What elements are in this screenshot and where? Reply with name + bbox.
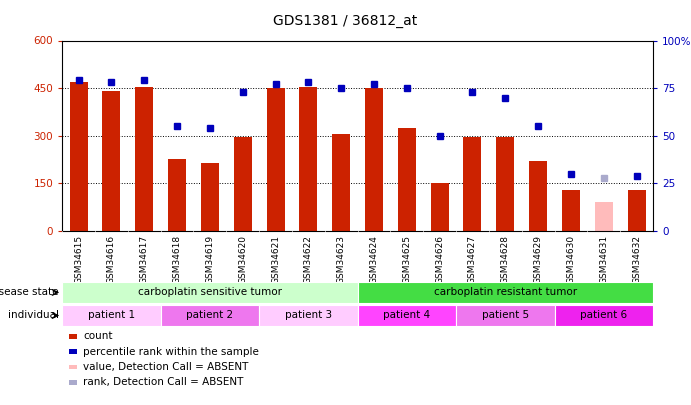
Text: carboplatin resistant tumor: carboplatin resistant tumor [434,288,577,297]
Text: carboplatin sensitive tumor: carboplatin sensitive tumor [138,288,282,297]
Bar [70,82,88,231]
Bar [464,137,482,231]
Bar [168,160,186,231]
Text: individual: individual [8,311,59,320]
Text: rank, Detection Call = ABSENT: rank, Detection Call = ABSENT [83,377,243,387]
Text: GDS1381 / 36812_at: GDS1381 / 36812_at [274,14,417,28]
Text: percentile rank within the sample: percentile rank within the sample [83,347,259,356]
Bar [496,137,514,231]
Text: GSM34615: GSM34615 [74,235,83,284]
Bar [201,163,219,231]
Bar [358,282,653,303]
Text: patient 3: patient 3 [285,311,332,320]
Text: GSM34627: GSM34627 [468,235,477,284]
Text: GSM34618: GSM34618 [173,235,182,284]
Text: GSM34620: GSM34620 [238,235,247,284]
Bar [562,190,580,231]
Text: GSM34619: GSM34619 [205,235,214,284]
Bar [267,88,285,231]
Bar [135,87,153,231]
Text: patient 1: patient 1 [88,311,135,320]
Text: count: count [83,331,113,341]
Text: disease state: disease state [0,288,59,297]
Bar [555,305,653,326]
Text: GSM34621: GSM34621 [271,235,280,284]
Text: GSM34623: GSM34623 [337,235,346,284]
Bar [332,134,350,231]
Text: GSM34616: GSM34616 [107,235,116,284]
Bar [430,183,448,231]
Text: GSM34628: GSM34628 [501,235,510,284]
Bar [102,91,120,231]
Bar [62,305,160,326]
Bar [259,305,358,326]
Bar [595,202,613,231]
Text: GSM34625: GSM34625 [402,235,411,284]
Bar [365,88,383,231]
Bar [160,305,259,326]
Text: patient 6: patient 6 [580,311,627,320]
Text: GSM34630: GSM34630 [567,235,576,284]
Text: GSM34624: GSM34624 [370,235,379,284]
Bar [456,305,554,326]
Text: patient 5: patient 5 [482,311,529,320]
Bar [627,190,645,231]
Bar [234,137,252,231]
Text: GSM34622: GSM34622 [304,235,313,284]
Text: GSM34617: GSM34617 [140,235,149,284]
Text: GSM34632: GSM34632 [632,235,641,284]
Bar [358,305,456,326]
Text: patient 4: patient 4 [384,311,430,320]
Text: GSM34631: GSM34631 [599,235,608,284]
Bar [529,161,547,231]
Text: GSM34629: GSM34629 [533,235,542,284]
Bar [62,282,358,303]
Bar [299,87,317,231]
Text: value, Detection Call = ABSENT: value, Detection Call = ABSENT [83,362,248,372]
Text: GSM34626: GSM34626 [435,235,444,284]
Text: patient 2: patient 2 [187,311,234,320]
Bar [398,128,416,231]
